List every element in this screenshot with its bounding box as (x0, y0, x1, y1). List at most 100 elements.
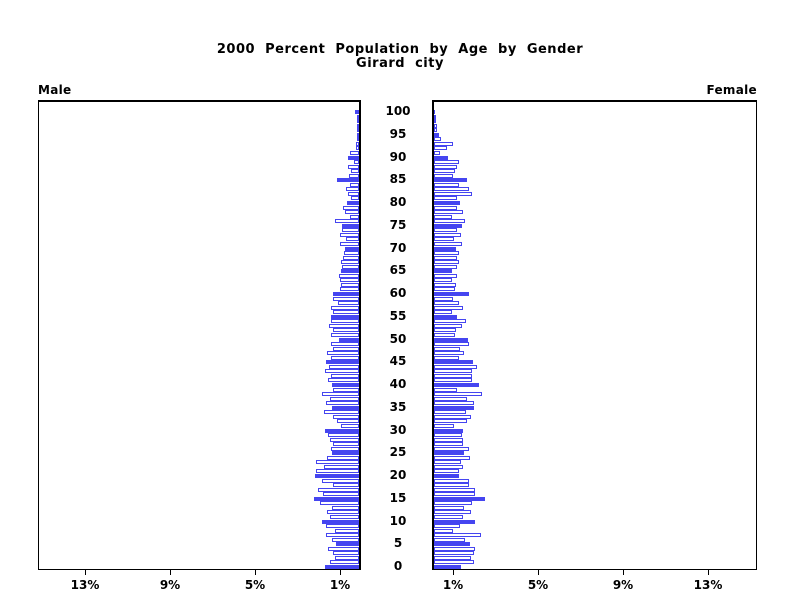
pyramid-bar-age-68 (343, 255, 359, 260)
pyramid-bar-age-17 (434, 487, 475, 492)
pyramid-bar-age-16 (323, 492, 359, 497)
pyramid-bar-age-53 (329, 323, 359, 328)
pyramid-bar-age-11 (434, 514, 463, 519)
pyramid-bar-age-90 (434, 155, 448, 160)
pyramid-bar-age-97 (434, 123, 437, 128)
pyramid-bar-age-35 (434, 405, 474, 410)
pyramid-bar-age-58 (434, 301, 459, 306)
pyramid-bar-age-94 (434, 137, 441, 142)
pyramid-bar-age-23 (434, 460, 461, 465)
pyramid-bar-age-18 (333, 483, 359, 488)
pyramid-bar-age-38 (434, 392, 482, 397)
pyramid-bar-age-63 (340, 278, 359, 283)
pyramid-bar-age-64 (434, 273, 457, 278)
percent-tick-label-5%: 5% (527, 578, 549, 592)
age-tick-label-70: 70 (389, 240, 407, 255)
pyramid-bar-age-56 (333, 310, 359, 315)
pyramid-bar-age-54 (434, 319, 466, 324)
pyramid-bar-age-75 (434, 223, 462, 228)
pyramid-bar-age-41 (328, 378, 359, 383)
pyramid-bar-age-10 (434, 519, 475, 524)
pyramid-bar-age-22 (324, 464, 359, 469)
pyramid-bar-age-14 (320, 501, 359, 506)
age-tick-label-55: 55 (389, 308, 407, 323)
pyramid-bar-age-52 (434, 328, 456, 333)
pyramid-bar-age-97 (357, 123, 359, 128)
pyramid-bar-age-20 (434, 474, 459, 478)
pyramid-bar-age-33 (333, 414, 359, 419)
percent-tick (453, 569, 454, 575)
pyramid-bar-age-42 (434, 373, 472, 378)
pyramid-bar-age-83 (346, 187, 359, 192)
pyramid-bar-age-71 (434, 241, 462, 246)
pyramid-bar-age-24 (327, 455, 359, 460)
pyramid-bar-age-12 (434, 510, 471, 515)
pyramid-bar-age-73 (434, 232, 461, 237)
percent-tick-label-9%: 9% (612, 578, 634, 592)
pyramid-bar-age-72 (434, 237, 454, 242)
pyramid-bar-age-83 (434, 187, 469, 192)
pyramid-bar-age-91 (350, 150, 359, 155)
pyramid-bar-age-81 (434, 196, 457, 201)
pyramid-bar-age-96 (357, 128, 359, 133)
pyramid-bar-age-57 (331, 305, 359, 310)
pyramid-bar-age-16 (434, 492, 475, 497)
pyramid-bar-age-88 (434, 164, 457, 169)
pyramid-bar-age-57 (434, 305, 463, 310)
pyramid-bar-age-5 (336, 542, 359, 547)
pyramid-bar-age-39 (333, 387, 359, 392)
pyramid-bar-age-80 (347, 201, 359, 205)
pyramid-bar-age-66 (342, 264, 359, 269)
female-bars-panel (432, 100, 757, 570)
pyramid-bar-age-99 (434, 114, 436, 119)
pyramid-bar-age-10 (322, 519, 359, 524)
pyramid-bar-age-40 (434, 383, 479, 387)
age-tick-label-15: 15 (389, 490, 407, 505)
pyramid-bar-age-24 (434, 455, 470, 460)
age-tick-label-75: 75 (389, 217, 407, 232)
age-tick-label-100: 100 (385, 104, 411, 118)
pyramid-bar-age-84 (434, 182, 459, 187)
percent-tick (340, 569, 341, 575)
pyramid-bar-age-71 (340, 241, 359, 246)
pyramid-bar-age-74 (434, 228, 457, 233)
pyramid-bar-age-7 (434, 533, 481, 538)
pyramid-bar-age-76 (335, 219, 359, 224)
pyramid-bar-age-44 (329, 364, 359, 369)
pyramid-bar-age-61 (340, 287, 359, 292)
pyramid-bar-age-49 (434, 342, 469, 347)
pyramid-bar-age-100 (355, 110, 359, 114)
pyramid-bar-age-82 (348, 191, 359, 196)
pyramid-bar-age-77 (434, 214, 452, 219)
pyramid-bar-age-89 (434, 160, 459, 165)
age-tick-label-10: 10 (389, 513, 407, 528)
pyramid-bar-age-13 (332, 505, 359, 510)
pyramid-bar-age-2 (335, 555, 359, 560)
pyramid-bar-age-78 (434, 210, 463, 215)
pyramid-bar-age-93 (356, 141, 359, 146)
pyramid-bar-age-51 (331, 332, 359, 337)
pyramid-bar-age-11 (330, 514, 359, 519)
pyramid-bar-age-25 (434, 451, 464, 456)
percent-tick-label-13%: 13% (70, 578, 100, 592)
pyramid-bar-age-98 (357, 119, 359, 124)
pyramid-bar-age-15 (434, 496, 485, 501)
pyramid-bar-age-82 (434, 191, 472, 196)
pyramid-bar-age-6 (332, 537, 359, 542)
pyramid-bar-age-4 (328, 546, 359, 551)
pyramid-bar-age-50 (434, 337, 468, 342)
pyramid-bar-age-62 (434, 282, 456, 287)
pyramid-bar-age-15 (314, 496, 359, 501)
pyramid-bar-age-93 (434, 141, 453, 146)
pyramid-bar-age-23 (316, 460, 359, 465)
pyramid-bar-age-87 (434, 169, 455, 174)
pyramid-bar-age-32 (337, 419, 359, 424)
pyramid-bar-age-89 (354, 160, 359, 165)
pyramid-bar-age-34 (324, 410, 359, 415)
pyramid-bar-age-75 (342, 223, 359, 228)
pyramid-bar-age-30 (325, 428, 359, 433)
pyramid-bar-age-29 (328, 433, 359, 438)
pyramid-bar-age-14 (434, 501, 472, 506)
pyramid-bar-age-21 (434, 469, 459, 474)
pyramid-bar-age-72 (346, 237, 359, 242)
